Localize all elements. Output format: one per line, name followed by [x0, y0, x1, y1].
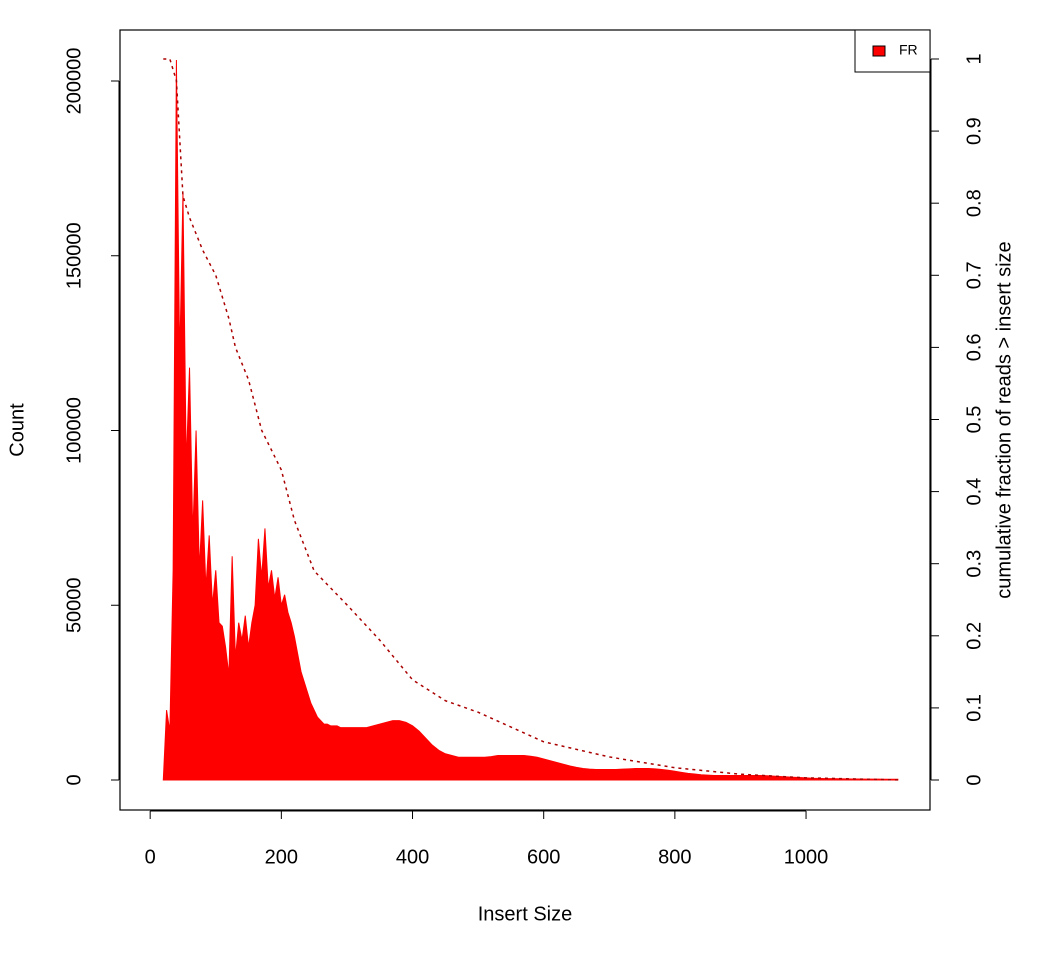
y2-axis-label: cumulative fraction of reads > insert si… — [993, 241, 1015, 598]
y-tick-label: 0 — [63, 774, 85, 785]
y-tick-label: 50000 — [63, 577, 85, 633]
y2-tick-label: 0.8 — [963, 189, 985, 217]
x-tick-label: 1000 — [784, 846, 829, 868]
y2-tick-label: 0.9 — [963, 117, 985, 145]
legend-box — [854, 29, 931, 73]
x-axis-label: Insert Size — [478, 903, 572, 925]
y2-tick-label: 0.3 — [963, 550, 985, 578]
x-tick-label: 600 — [527, 846, 560, 868]
plot-frame — [119, 29, 931, 811]
y2-tick-label: 0.7 — [963, 261, 985, 289]
y2-tick-label: 1 — [963, 53, 985, 64]
y-tick-label: 100000 — [63, 397, 85, 464]
y2-tick-label: 0 — [963, 774, 985, 785]
histogram-area — [162, 60, 899, 781]
y2-tick-label: 0.2 — [963, 622, 985, 650]
x-tick-label: 200 — [265, 846, 298, 868]
x-tick-label: 400 — [396, 846, 429, 868]
x-tick-label: 800 — [658, 846, 691, 868]
y-tick-label: 150000 — [63, 222, 85, 289]
y-axis-label: Count — [6, 403, 28, 457]
legend-label: FR — [899, 42, 918, 58]
y2-tick-label: 0.6 — [963, 333, 985, 361]
y-tick-label: 200000 — [63, 48, 85, 115]
legend-swatch — [872, 45, 886, 57]
x-tick-label: 0 — [145, 846, 156, 868]
y2-tick-label: 0.4 — [963, 478, 985, 506]
y2-tick-label: 0.1 — [963, 694, 985, 722]
y2-tick-label: 0.5 — [963, 406, 985, 434]
